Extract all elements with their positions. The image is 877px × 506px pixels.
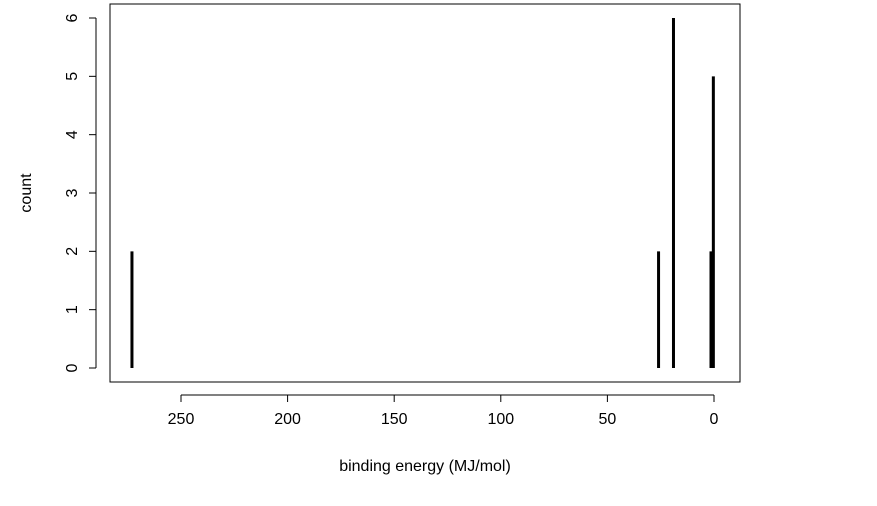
y-tick-label: 5 bbox=[64, 72, 81, 81]
x-tick-label: 0 bbox=[710, 411, 719, 428]
y-tick-label: 2 bbox=[64, 247, 81, 256]
x-tick-label: 100 bbox=[487, 411, 514, 428]
x-tick-label: 250 bbox=[168, 411, 195, 428]
y-tick-label: 6 bbox=[64, 13, 81, 22]
x-tick-label: 150 bbox=[381, 411, 408, 428]
y-tick-label: 4 bbox=[64, 130, 81, 139]
y-axis-label: count bbox=[18, 173, 35, 213]
x-axis-label: binding energy (MJ/mol) bbox=[339, 458, 511, 475]
x-tick-label: 200 bbox=[274, 411, 301, 428]
x-tick-label: 50 bbox=[598, 411, 616, 428]
plot-box bbox=[109, 3, 741, 383]
y-tick-label: 1 bbox=[64, 305, 81, 314]
y-tick-label: 3 bbox=[64, 188, 81, 197]
y-tick-label: 0 bbox=[64, 363, 81, 372]
